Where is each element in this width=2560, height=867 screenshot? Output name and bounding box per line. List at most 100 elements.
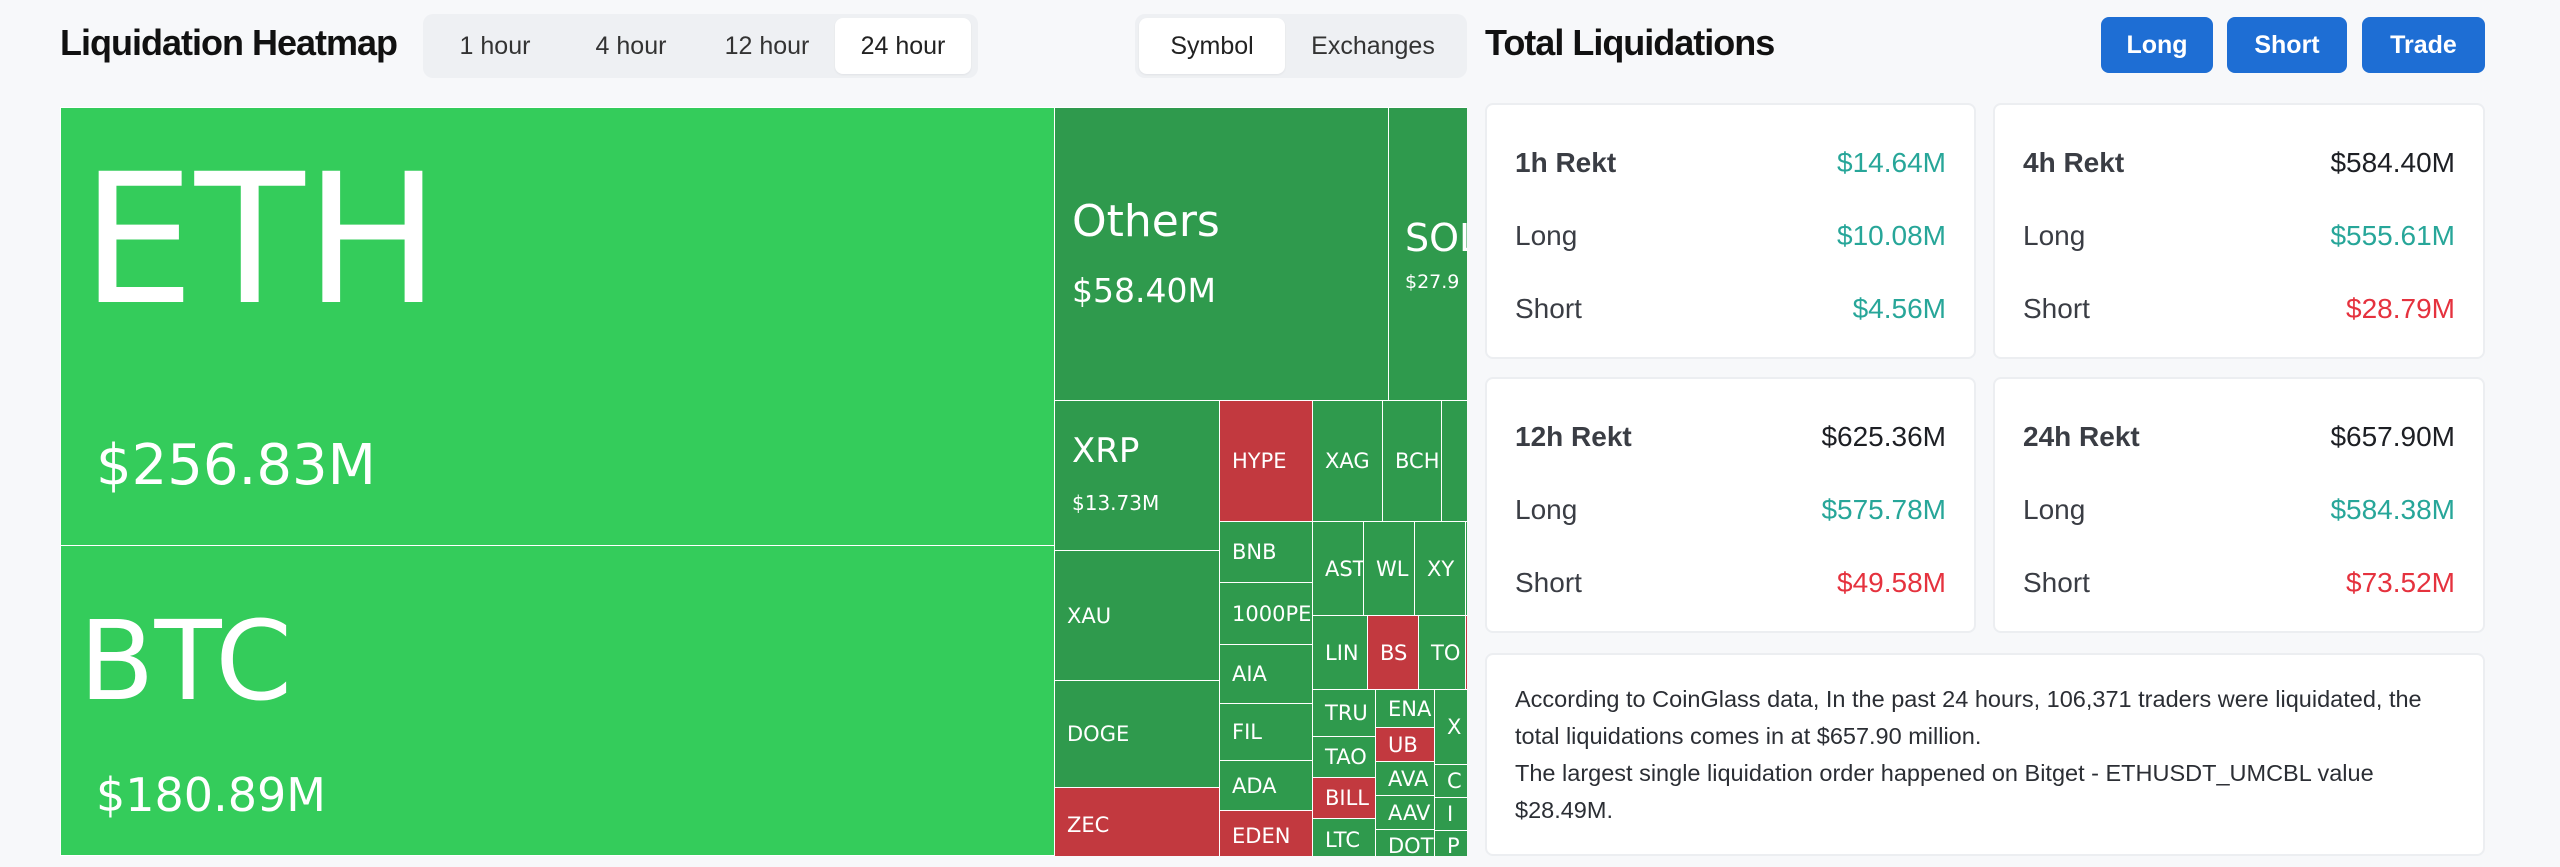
tile-symbol: ETH: [81, 136, 441, 345]
card-total: $657.90M: [2330, 421, 2455, 452]
long-button[interactable]: Long: [2101, 17, 2213, 73]
tab-4-hour[interactable]: 4 hour: [595, 31, 667, 60]
treemap-tile-misc[interactable]: [1441, 400, 1467, 522]
long-label: Long: [1515, 494, 1578, 525]
tab-1-hour[interactable]: 1 hour: [459, 31, 531, 60]
treemap-tile-xy[interactable]: XY: [1414, 521, 1466, 616]
tile-symbol: BCH: [1395, 449, 1440, 473]
tile-symbol: DOT: [1388, 833, 1434, 857]
treemap-tile-eden[interactable]: EDEN: [1219, 810, 1313, 856]
treemap-tile-btc[interactable]: BTC $180.89M: [60, 545, 1055, 856]
tile-symbol: BNB: [1232, 540, 1277, 564]
treemap-tile-eth[interactable]: ETH $256.83M: [60, 107, 1055, 547]
treemap-tile-zec[interactable]: ZEC: [1054, 787, 1220, 856]
long-label: Long: [2023, 494, 2086, 525]
tab-24-hour[interactable]: 24 hour: [835, 18, 971, 74]
tile-value: $58.40M: [1072, 271, 1216, 310]
short-label: Short: [2023, 293, 2090, 324]
treemap-tile-ub[interactable]: UB: [1375, 727, 1435, 762]
tile-symbol: P: [1447, 834, 1460, 856]
view-selector: Symbol Exchanges: [1135, 14, 1467, 78]
long-value: $584.38M: [2330, 494, 2455, 525]
card-short-row: Short $4.56M: [1515, 293, 1946, 325]
treemap-tile-1000pe[interactable]: 1000PE: [1219, 582, 1313, 645]
treemap-tile-lin[interactable]: LIN: [1312, 615, 1368, 690]
tile-symbol: AVA: [1388, 766, 1429, 791]
trade-button[interactable]: Trade: [2362, 17, 2485, 73]
tile-symbol: AAV: [1388, 800, 1431, 825]
card-header-row: 24h Rekt $657.90M: [2023, 421, 2455, 453]
tab-exchanges[interactable]: Exchanges: [1311, 31, 1435, 60]
treemap-tile-to[interactable]: TO: [1418, 615, 1466, 690]
short-value: $28.79M: [2346, 293, 2455, 324]
tile-symbol: AST: [1325, 556, 1364, 581]
tile-symbol: X: [1447, 715, 1462, 739]
treemap-tile-i[interactable]: I: [1434, 797, 1467, 831]
treemap-tile-xrp[interactable]: XRP $13.73M: [1054, 400, 1220, 551]
card-title: 24h Rekt: [2023, 421, 2140, 452]
long-value: $575.78M: [1821, 494, 1946, 525]
short-value: $73.52M: [2346, 567, 2455, 598]
treemap-tile-hype[interactable]: HYPE: [1219, 400, 1313, 522]
treemap-tile-aav[interactable]: AAV: [1375, 795, 1435, 830]
card-total: $14.64M: [1837, 147, 1946, 178]
tile-symbol: BILL: [1325, 786, 1369, 810]
tile-symbol: XRP: [1072, 431, 1140, 471]
treemap-tile-misc[interactable]: [1465, 521, 1467, 616]
tile-symbol: LTC: [1325, 828, 1361, 852]
tile-symbol: HYPE: [1232, 449, 1287, 473]
tile-symbol: C: [1447, 769, 1462, 793]
total-liquidations-title: Total Liquidations: [1485, 22, 1775, 63]
short-label: Short: [1515, 567, 1582, 598]
treemap-tile-bill[interactable]: BILL: [1312, 777, 1376, 819]
tile-symbol: I: [1447, 802, 1454, 826]
treemap-tile-sol[interactable]: SOL $27.9: [1388, 107, 1467, 401]
treemap-tile-others[interactable]: Others $58.40M: [1054, 107, 1389, 401]
treemap-tile-xag[interactable]: XAG: [1312, 400, 1383, 522]
treemap-tile-bch[interactable]: BCH: [1382, 400, 1442, 522]
card-long-row: Long $584.38M: [2023, 494, 2455, 526]
treemap-tile-doge[interactable]: DOGE: [1054, 680, 1220, 788]
treemap-tile-c[interactable]: C: [1434, 764, 1467, 798]
treemap-tile-ava[interactable]: AVA: [1375, 761, 1435, 796]
tile-symbol: TO: [1431, 640, 1461, 665]
card-header-row: 1h Rekt $14.64M: [1515, 147, 1946, 179]
treemap-tile-tao[interactable]: TAO: [1312, 736, 1376, 778]
liquidation-treemap: ETH $256.83M BTC $180.89M Others $58.40M…: [60, 107, 1467, 856]
tile-symbol: XAG: [1325, 449, 1370, 473]
treemap-tile-ada[interactable]: ADA: [1219, 760, 1313, 811]
treemap-tile-aia[interactable]: AIA: [1219, 644, 1313, 704]
card-title: 1h Rekt: [1515, 147, 1617, 178]
treemap-tile-tru[interactable]: TRU: [1312, 689, 1376, 737]
tile-symbol: XY: [1427, 556, 1455, 581]
treemap-tile-xau[interactable]: XAU: [1054, 550, 1220, 681]
tile-symbol: FIL: [1232, 720, 1262, 744]
tile-value: $27.9: [1405, 271, 1460, 293]
treemap-tile-wl[interactable]: WL: [1363, 521, 1415, 616]
tile-symbol: EDEN: [1232, 824, 1291, 848]
tile-symbol: UB: [1388, 732, 1418, 757]
treemap-tile-dot[interactable]: DOT: [1375, 829, 1435, 856]
treemap-tile-misc[interactable]: [1465, 615, 1467, 690]
short-value: $49.58M: [1837, 567, 1946, 598]
long-label: Long: [1515, 220, 1578, 251]
treemap-tile-ltc[interactable]: LTC: [1312, 818, 1376, 856]
treemap-tile-ast[interactable]: AST: [1312, 521, 1364, 616]
time-range-selector: 1 hour 4 hour 12 hour 24 hour: [423, 14, 978, 78]
tab-12-hour[interactable]: 12 hour: [724, 31, 810, 60]
tab-symbol[interactable]: Symbol: [1139, 18, 1285, 74]
short-button[interactable]: Short: [2227, 17, 2347, 73]
treemap-tile-fil[interactable]: FIL: [1219, 703, 1313, 761]
tile-symbol: WL: [1376, 556, 1409, 581]
tile-symbol: ZEC: [1067, 812, 1110, 837]
rekt-card-1h: 1h Rekt $14.64M Long $10.08M Short $4.56…: [1485, 103, 1976, 359]
treemap-tile-bs[interactable]: BS: [1367, 615, 1419, 690]
treemap-tile-ena[interactable]: ENA: [1375, 689, 1435, 728]
treemap-tile-bnb[interactable]: BNB: [1219, 521, 1313, 583]
long-label: Long: [2023, 220, 2086, 251]
treemap-tile-p[interactable]: P: [1434, 830, 1467, 856]
card-title: 12h Rekt: [1515, 421, 1632, 452]
card-total: $625.36M: [1821, 421, 1946, 452]
tile-symbol: BTC: [79, 597, 293, 725]
treemap-tile-x[interactable]: X: [1434, 689, 1467, 765]
